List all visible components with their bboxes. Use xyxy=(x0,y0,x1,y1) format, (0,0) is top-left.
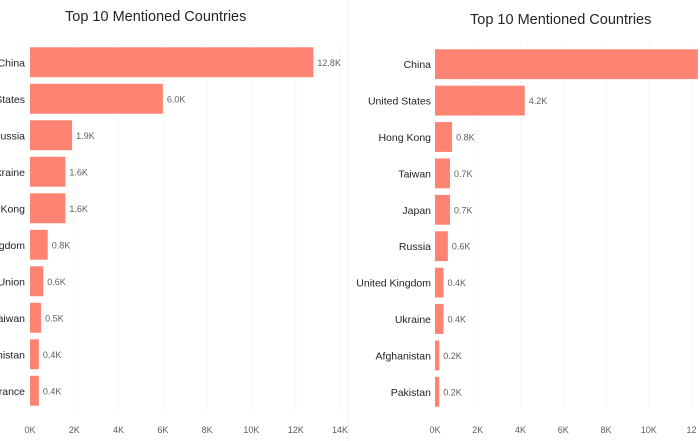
data-label: 1.6K xyxy=(69,204,88,214)
data-label: 0.6K xyxy=(452,242,471,252)
x-tick-label: 12K xyxy=(288,425,304,435)
category-label: kraine xyxy=(0,167,25,179)
bar[interactable] xyxy=(30,83,163,114)
category-label: Hong Kong xyxy=(378,132,431,144)
category-label: Japan xyxy=(402,205,431,217)
bar[interactable] xyxy=(435,158,450,189)
bar[interactable] xyxy=(435,267,444,298)
bar[interactable] xyxy=(435,231,448,262)
category-label: Kong xyxy=(0,203,25,215)
bar[interactable] xyxy=(435,49,698,80)
data-label: 0.5K xyxy=(45,313,64,323)
data-label: 0.4K xyxy=(448,315,467,325)
x-tick-label: 2K xyxy=(69,425,80,435)
bar[interactable] xyxy=(435,376,440,407)
x-tick-label: 8K xyxy=(600,425,611,435)
x-tick-label: 14K xyxy=(332,425,348,435)
data-label: 0.4K xyxy=(43,386,62,396)
data-label: 0.2K xyxy=(443,351,462,361)
x-tick-label: 6K xyxy=(157,425,168,435)
category-label: China xyxy=(0,57,25,69)
category-label: rance xyxy=(0,386,25,398)
data-label: 0.4K xyxy=(43,350,62,360)
panel-divider xyxy=(348,0,349,441)
bar[interactable] xyxy=(435,85,525,116)
category-label: United States xyxy=(368,96,431,108)
category-label: Russia xyxy=(399,241,431,253)
data-label: 0.8K xyxy=(52,240,71,250)
data-label: 6.0K xyxy=(167,94,186,104)
x-tick-label: 12 xyxy=(686,425,696,435)
data-label: 0.2K xyxy=(443,387,462,397)
category-label: Taiwan xyxy=(398,168,431,180)
category-label: Afghanistan xyxy=(376,350,432,362)
data-label: 0.8K xyxy=(456,133,475,143)
bar[interactable] xyxy=(30,266,44,297)
bar[interactable] xyxy=(30,47,314,78)
category-label: anistan xyxy=(0,349,25,361)
category-label: States xyxy=(0,94,25,106)
bar[interactable] xyxy=(435,304,444,334)
category-label: Pakistan xyxy=(391,387,431,399)
data-label: 0.4K xyxy=(448,278,467,288)
bar[interactable] xyxy=(30,193,66,224)
category-label: Ukraine xyxy=(395,314,431,326)
x-tick-label: 0K xyxy=(24,425,35,435)
bar[interactable] xyxy=(30,156,66,187)
category-label: aiwan xyxy=(0,313,25,325)
data-label: 4.2K xyxy=(529,96,548,106)
x-tick-label: 0K xyxy=(429,425,440,435)
chart-title: Top 10 Mentioned Countries xyxy=(470,12,652,28)
data-label: 0.7K xyxy=(454,205,473,215)
x-tick-label: 6K xyxy=(558,425,569,435)
bar-chart-plot: 0K 2K 4K 6K 8K 10K 12 China United States 4.2K Hon… xyxy=(356,46,698,435)
category-label: gdom xyxy=(0,240,25,252)
bar[interactable] xyxy=(30,375,39,406)
bar[interactable] xyxy=(30,229,48,260)
bar[interactable] xyxy=(30,302,42,333)
category-label: Russia xyxy=(0,130,25,142)
x-tick-label: 8K xyxy=(202,425,213,435)
data-label: 0.7K xyxy=(454,169,473,179)
bar[interactable] xyxy=(30,120,73,151)
x-tick-label: 10K xyxy=(641,425,657,435)
chart-right: Top 10 Mentioned Countries 0K 2K 4K 6K 8K 10K… xyxy=(350,0,700,441)
category-label: Union xyxy=(0,276,25,288)
category-label: United Kingdom xyxy=(356,278,431,290)
bar[interactable] xyxy=(435,340,440,371)
category-label: China xyxy=(404,59,432,71)
chart-left: Top 10 Mentioned Countries 0K 2K 4K 6K 8K 10K… xyxy=(0,9,348,435)
data-label: 1.9K xyxy=(76,131,95,141)
data-label: 1.6K xyxy=(69,167,88,177)
bar[interactable] xyxy=(435,194,450,225)
x-tick-label: 4K xyxy=(515,425,526,435)
x-tick-label: 10K xyxy=(243,425,259,435)
x-tick-label: 2K xyxy=(472,425,483,435)
data-label: 12.8K xyxy=(317,58,341,68)
bar[interactable] xyxy=(435,122,453,152)
x-tick-label: 4K xyxy=(113,425,124,435)
bar[interactable] xyxy=(30,339,39,370)
bar-chart-plot: 0K 2K 4K 6K 8K 10K 12K 14K China 12.8K States 6.0K R… xyxy=(0,44,348,435)
chart-title: Top 10 Mentioned Countries xyxy=(65,9,247,25)
data-label: 0.6K xyxy=(47,277,66,287)
